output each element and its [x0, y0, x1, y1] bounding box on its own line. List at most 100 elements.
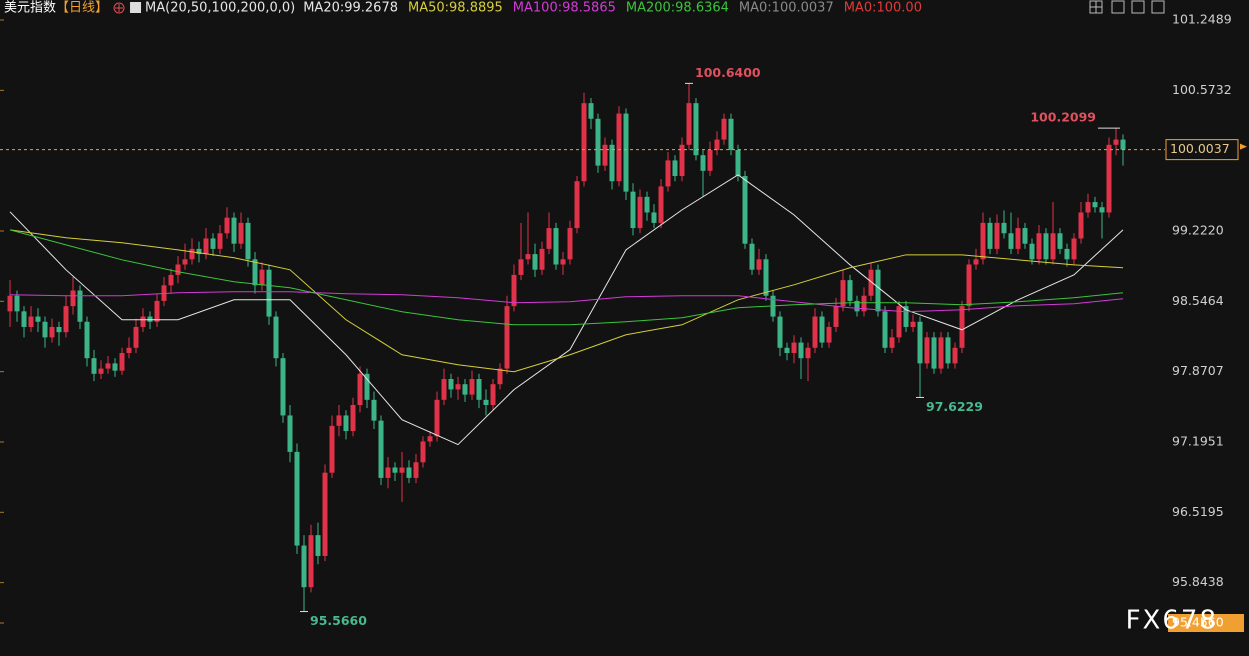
candle-body	[301, 545, 307, 588]
candle-body	[1099, 207, 1105, 213]
y-tick-label: 95.4560	[1172, 615, 1224, 630]
candle-body	[364, 373, 370, 400]
annotation-label: 100.6400	[695, 65, 761, 80]
candle-body	[238, 222, 244, 244]
candle-body	[441, 379, 447, 400]
y-tick-label: 97.8707	[1172, 363, 1224, 378]
candle-body	[70, 290, 76, 307]
candle-body	[112, 363, 118, 371]
candle-body	[742, 176, 748, 244]
candle-body	[91, 358, 97, 374]
candle-body	[273, 316, 279, 359]
ma-line	[9, 229, 1124, 373]
candle-body	[1015, 228, 1021, 249]
candle-body	[721, 118, 727, 140]
candle-body	[231, 217, 237, 244]
candle-body	[658, 186, 664, 223]
header-text: MA0:100.0037	[739, 1, 834, 16]
candle-body	[203, 238, 209, 255]
candle-body	[462, 384, 468, 395]
candle-body	[896, 306, 902, 338]
y-tick-label: 96.5195	[1172, 504, 1224, 519]
candle-body	[875, 269, 881, 312]
candle-body	[434, 399, 440, 437]
candle-body	[28, 316, 34, 327]
candle-body	[910, 321, 916, 327]
candle-body	[98, 368, 104, 374]
candle-body	[406, 467, 412, 478]
candle-body	[581, 103, 587, 182]
candle-body	[763, 259, 769, 296]
candle-body	[1043, 233, 1049, 260]
candle-body	[833, 306, 839, 327]
candle-body	[707, 150, 713, 171]
icon	[113, 2, 125, 14]
candle-body	[399, 467, 405, 473]
header-text: MA200:98.6364	[626, 1, 729, 16]
icon	[115, 4, 124, 12]
candle-body	[693, 103, 699, 156]
candle-body	[154, 300, 160, 322]
header-text: 【日线】	[56, 1, 108, 16]
candle-body	[147, 316, 153, 322]
candle-body	[21, 311, 27, 327]
candle-body	[532, 254, 538, 270]
candle-body	[1050, 233, 1056, 260]
candle-body	[56, 326, 62, 333]
candle-body	[595, 118, 601, 166]
candle-body	[49, 326, 55, 338]
candle-body	[7, 295, 13, 312]
candle-body	[791, 342, 797, 353]
candle-body	[126, 347, 132, 353]
candle-body	[644, 196, 650, 213]
candle-body	[294, 451, 300, 546]
candle-body	[1113, 139, 1119, 145]
header-text: 美元指数	[4, 1, 56, 16]
candle-body	[217, 233, 223, 249]
candle-body	[133, 326, 139, 348]
candle-body	[826, 326, 832, 343]
candle-body	[378, 420, 384, 478]
candle-body	[1092, 202, 1098, 208]
y-tick-label: 101.2489	[1172, 12, 1232, 27]
candle-body	[350, 405, 356, 432]
candle-body	[714, 139, 720, 151]
candle-body	[413, 462, 419, 478]
candle-body	[210, 238, 216, 249]
candle-body	[945, 337, 951, 364]
candle-body	[567, 228, 573, 260]
candle-body	[987, 222, 993, 249]
add-button[interactable]	[113, 2, 125, 14]
candle-body	[1085, 202, 1091, 213]
watermark: FX678	[1126, 606, 1218, 636]
candle-body	[623, 113, 629, 192]
candle-body	[1064, 248, 1070, 260]
candle-body	[609, 144, 615, 182]
candle-body	[420, 441, 426, 463]
candle-body	[868, 269, 874, 296]
candle-body	[588, 103, 594, 119]
icon[interactable]	[1151, 0, 1165, 14]
header-text: MA0:100.00	[844, 1, 922, 16]
candle-body	[189, 248, 195, 260]
candle-body	[966, 264, 972, 307]
icon	[130, 2, 142, 13]
candle-body	[679, 144, 685, 177]
candle-body	[483, 399, 489, 406]
candle-body	[602, 144, 608, 166]
candle-body	[616, 113, 622, 182]
icon[interactable]	[1131, 0, 1145, 14]
candle-body	[784, 347, 790, 353]
candle-body	[490, 384, 496, 406]
candle-body	[1057, 233, 1063, 249]
candle-body	[455, 384, 461, 390]
annotation-label: 95.5660	[310, 613, 367, 628]
candle-body	[539, 248, 545, 270]
candle-body	[280, 358, 286, 416]
candle-body	[371, 399, 377, 421]
candle-body	[1029, 243, 1035, 260]
candle-body	[882, 311, 888, 348]
y-tick-label: 97.1951	[1172, 433, 1224, 448]
icon[interactable]	[1111, 0, 1125, 14]
